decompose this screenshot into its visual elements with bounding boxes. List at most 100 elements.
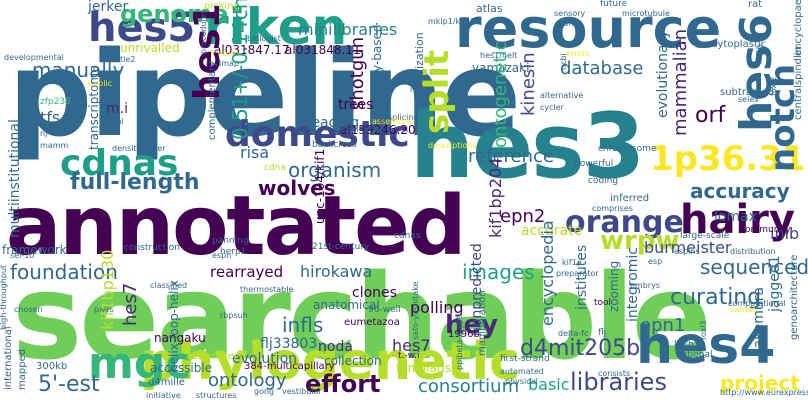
word-community: community	[740, 225, 791, 235]
word-unc-104: unc-104/kif1	[313, 148, 327, 224]
word-reference: reference	[468, 146, 554, 167]
word-t-w-i: t.-w.i	[398, 351, 420, 361]
word-mi: m.i	[106, 101, 128, 117]
word-accessible: accessible	[150, 361, 213, 375]
word-hey: hey	[445, 310, 499, 340]
word-rearrayed: rearrayed	[210, 263, 284, 281]
word-foundation: foundation	[10, 260, 118, 284]
word-est: 5'-est	[38, 372, 100, 397]
word-distribution: distribution	[730, 247, 776, 256]
word-al139246: al139246.20	[340, 123, 416, 137]
word-cycler: cycler	[540, 103, 564, 112]
word-database: database	[560, 58, 644, 79]
word-physical: physical	[505, 377, 538, 386]
word-nj: nj	[40, 129, 48, 138]
word-hes7: hes7	[120, 282, 141, 326]
word-mamm: mamm	[40, 141, 69, 150]
word-cm: 0.51+/-0.14cm	[228, 0, 252, 140]
word-errors: errors	[566, 49, 590, 58]
word-infls: infls	[282, 313, 324, 337]
word-microtubule: microtubule	[622, 9, 670, 18]
word-hes4: hes4	[636, 316, 776, 376]
word-organism: organism	[288, 158, 382, 182]
word-inferred: inferred	[610, 193, 650, 204]
word-ontology: ontology	[208, 370, 287, 391]
word-espn: espn	[212, 251, 232, 260]
word-ppibeta: ppibeta-myptl	[455, 313, 464, 370]
word-unrivalled: unrivalled	[120, 41, 180, 55]
word-genome: genome	[120, 0, 229, 28]
word-riken: riken	[204, 0, 348, 56]
word-preparator: preparator	[556, 269, 599, 278]
word-annotated: annotated	[6, 179, 466, 274]
word-wrpw: wrpw	[600, 226, 680, 256]
word-transcriptome: transcriptome	[87, 65, 101, 150]
word-eumetazoa: eumetazoa	[344, 317, 400, 328]
word-large-scale: large-scale	[680, 231, 730, 241]
word-giant: giant	[556, 19, 577, 28]
word-distal: distal	[102, 117, 124, 126]
word-url: http://www.eurexpress.org	[720, 388, 808, 397]
word-yamazaki: yamazaki	[472, 61, 530, 75]
word-hey2: hes7	[392, 336, 431, 355]
word-multiinstitutional: multiinstitutional	[7, 119, 23, 238]
word-zfp238: zfp238	[40, 97, 71, 107]
word-foxi2: foxi2	[769, 76, 778, 96]
word-evolutionary: evolutionary	[655, 30, 671, 118]
word-integromic: integromic	[625, 247, 641, 322]
word-effort: effort	[305, 370, 381, 398]
word-construction: construction	[124, 243, 180, 253]
word-multicapillary: 384-multicapillary	[244, 361, 335, 372]
word-manually: manually	[32, 58, 125, 82]
word-hybridization: hybridization	[413, 32, 426, 104]
word-hirokawa: hirokawa	[300, 262, 373, 281]
word-rat: rat	[748, 0, 763, 10]
word-cytoplastic: cytoplastic	[712, 39, 767, 50]
word-tle2: tle2	[120, 55, 136, 64]
word-wolves: wolves	[258, 176, 336, 200]
word-assembler: assembler	[186, 351, 238, 362]
word-biologist: biologist	[247, 34, 281, 43]
word-inib: inib	[770, 224, 800, 243]
word-phylogenetic: phylogenetic	[140, 332, 520, 392]
word-curating: curating	[670, 285, 762, 310]
word-international: international	[3, 326, 14, 390]
word-full-length: full-length	[70, 170, 200, 195]
word-takemura: takemura	[751, 286, 767, 354]
word-clones: clones	[352, 285, 397, 301]
word-herp1: herp1	[220, 247, 247, 257]
word-mammalian: mammalian	[670, 28, 691, 136]
word-300kb: 300kb	[36, 361, 68, 372]
word-coding: coding	[588, 176, 619, 186]
word-p36: 1p36.31	[650, 139, 806, 179]
word-catnag: catnag	[730, 305, 758, 314]
word-classified: classified	[150, 281, 188, 290]
word-domestic: domestic	[225, 114, 410, 155]
word-tool: tool	[594, 298, 612, 308]
word-zooming: zooming	[607, 260, 621, 312]
word-century: 21st-century	[312, 242, 370, 252]
word-reading: reading	[306, 115, 360, 131]
word-computational: computational	[728, 299, 786, 308]
word-first-strand: first-strand	[500, 354, 550, 364]
word-chosen: chosen	[14, 305, 43, 314]
word-kif1b: kif1b	[755, 44, 764, 64]
word-resource: resource	[455, 0, 722, 60]
word-nrarp: nrarp	[410, 85, 432, 94]
word-manipulation: manipulation	[477, 290, 488, 356]
word-developmental: developmental	[4, 53, 64, 62]
word-sato-yoshitake: sato-yoshitake	[411, 281, 420, 340]
word-epn2: epn2	[500, 206, 546, 227]
word-trees: trees	[338, 97, 374, 113]
word-espins: espins	[674, 247, 700, 256]
word-evolution: evolution	[232, 351, 298, 367]
word-cdna: cdna	[264, 163, 286, 173]
word-cdnas: cdnas	[60, 143, 179, 184]
word-high-throughput: high-throughput	[0, 264, 8, 330]
word-covering: covering	[466, 125, 501, 134]
word-vestibular: vestibular	[282, 387, 322, 396]
word-d4mille: d4mille	[148, 377, 185, 388]
word-foxi3: foxi3	[699, 320, 708, 340]
word-pipeline: pipeline	[8, 25, 521, 163]
